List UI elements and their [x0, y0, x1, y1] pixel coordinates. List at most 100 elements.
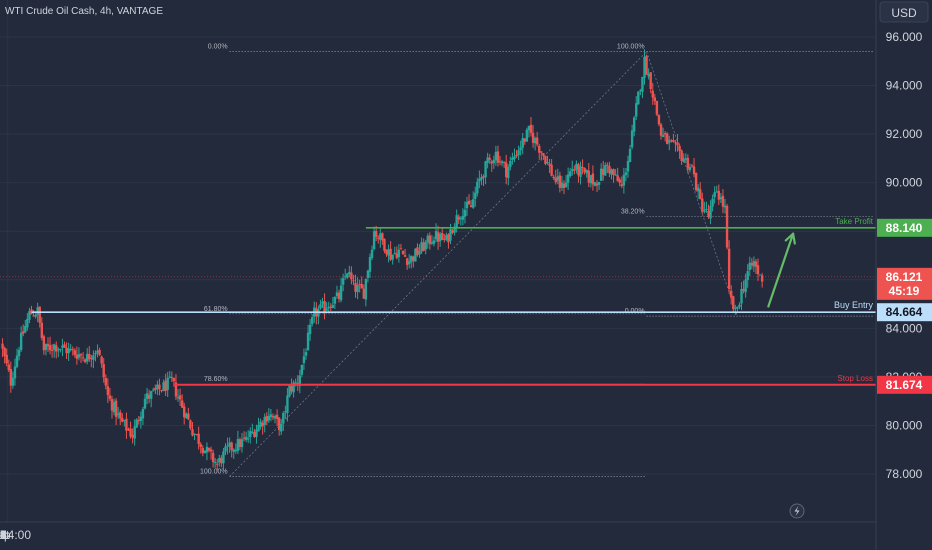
candle-body: [556, 176, 560, 181]
chart-title: WTI Crude Oil Cash, 4h, VANTAGE: [5, 6, 163, 17]
candle-body: [616, 175, 619, 182]
candle-body: [224, 446, 227, 452]
candle-body: [649, 72, 652, 90]
candle-body: [618, 179, 621, 183]
fib-level-label: 61.80%: [204, 306, 228, 313]
candle-body: [674, 142, 677, 144]
candle-body: [3, 347, 6, 357]
candle-body: [123, 419, 126, 421]
candle-body: [255, 429, 258, 438]
candle-body: [203, 450, 207, 454]
candle-body: [682, 159, 685, 162]
candle-body: [166, 377, 169, 390]
candle-body: [533, 138, 537, 144]
candle-body: [222, 451, 225, 464]
candle-body: [527, 125, 531, 131]
candle-body: [119, 412, 122, 419]
fib-level-label: 38.20%: [621, 209, 645, 216]
candle-body: [294, 382, 297, 384]
candle-body: [55, 345, 58, 352]
stop-loss-price-tag: [877, 375, 932, 394]
candle-body: [403, 255, 407, 257]
candle-body: [593, 182, 597, 186]
time-axis[interactable]: 14:00142127Sep111825Oct16: [0, 528, 31, 542]
candle-body: [104, 377, 107, 386]
candle-body: [277, 417, 281, 431]
take-profit-price-text: 88.140: [886, 221, 923, 235]
candle-body: [408, 261, 411, 265]
candle-body: [436, 232, 440, 242]
candle-body: [94, 352, 97, 355]
candle-body: [399, 248, 403, 250]
candle-body: [230, 442, 233, 451]
candle-body: [57, 349, 60, 351]
candle-body: [149, 391, 153, 399]
candle-body: [732, 296, 735, 310]
candle-body: [424, 241, 427, 250]
candle-body: [395, 253, 399, 258]
candle-body: [75, 354, 79, 359]
candle-body: [711, 198, 714, 207]
time-tick-label: Oct: [0, 528, 10, 542]
candle-body: [358, 284, 361, 286]
candle-body: [125, 418, 128, 431]
candle-body: [441, 233, 444, 240]
candle-body: [515, 154, 518, 157]
candle-body: [178, 395, 182, 400]
candle-body: [308, 324, 312, 335]
candle-body: [79, 354, 83, 356]
candle-body: [112, 402, 116, 413]
candle-body: [525, 129, 529, 142]
candle-body: [585, 169, 588, 174]
candle-body: [172, 377, 176, 382]
candle-body: [544, 156, 547, 164]
candle-body: [507, 167, 510, 179]
candle-body: [28, 311, 31, 320]
candle-body: [445, 235, 448, 240]
candle-body: [519, 147, 522, 151]
candle-body: [727, 248, 731, 289]
countdown-text: 45:19: [889, 284, 920, 298]
candle-body: [284, 411, 287, 413]
candle-body: [653, 97, 657, 102]
candle-body: [630, 130, 634, 148]
candle-body: [707, 210, 710, 217]
candle-body: [152, 389, 155, 391]
candle-body: [288, 385, 291, 397]
candle-body: [531, 132, 535, 143]
candle-body: [189, 420, 192, 429]
lightning-glyph: [794, 506, 800, 516]
candle-body: [366, 270, 370, 278]
candle-body: [259, 421, 262, 427]
candle-body: [449, 229, 452, 241]
candle-body: [723, 205, 727, 208]
candle-body: [209, 449, 213, 452]
candle-body: [692, 166, 696, 175]
candle-body: [364, 279, 368, 300]
candle-body: [426, 235, 429, 243]
candle-body: [300, 364, 304, 375]
buy-entry-price-tag: [877, 303, 932, 322]
candle-body: [211, 452, 215, 463]
candle-body: [247, 438, 250, 440]
currency-button[interactable]: [879, 1, 929, 23]
candle-body: [240, 439, 244, 448]
candle-body: [414, 248, 417, 262]
candle-body: [106, 386, 110, 396]
candle-body: [599, 168, 603, 181]
candle-body: [738, 304, 741, 307]
price-tick-label: 78.000: [886, 467, 923, 481]
candle-body: [162, 382, 165, 392]
candle-body: [752, 261, 756, 267]
candle-body: [418, 251, 421, 255]
candle-body: [721, 195, 725, 207]
candle-body: [478, 178, 481, 182]
candle-body: [505, 162, 508, 178]
candle-body: [350, 272, 353, 280]
candle-body: [583, 168, 586, 173]
time-tick-label: 16: [0, 528, 7, 542]
candle-body: [249, 431, 252, 438]
candle-body: [180, 400, 184, 408]
